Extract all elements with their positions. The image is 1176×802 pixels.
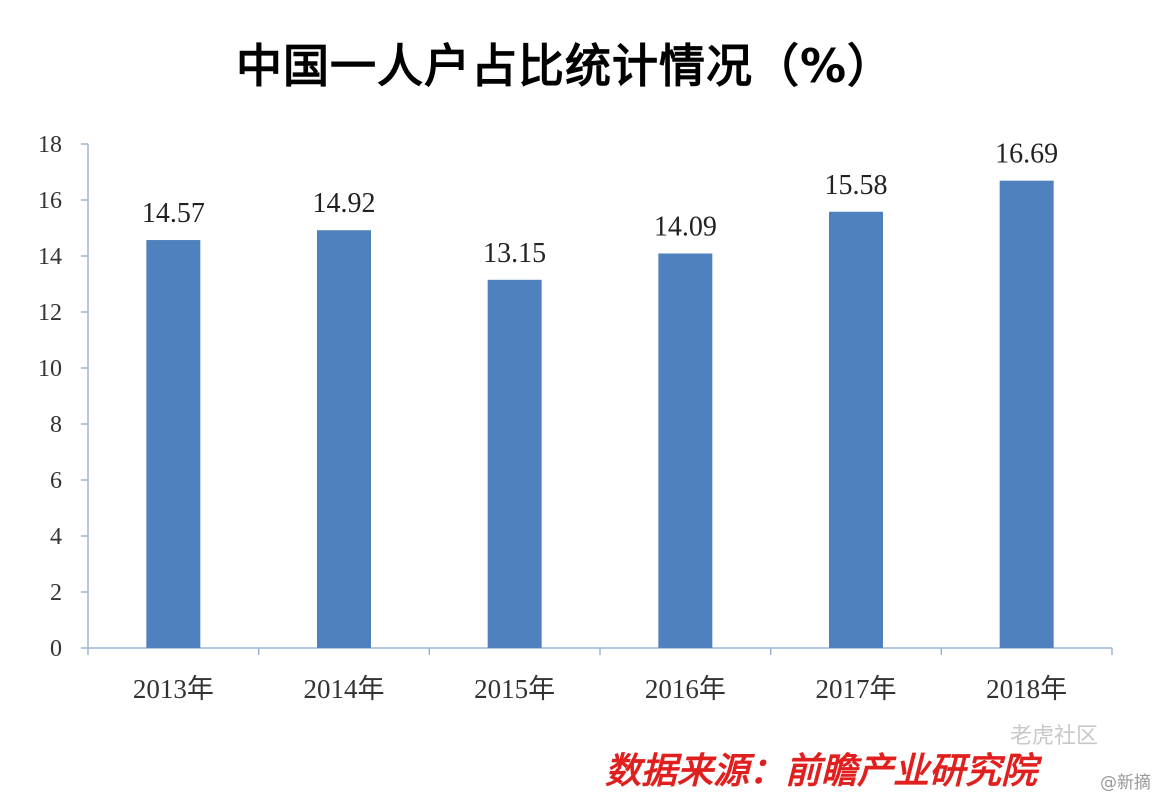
y-tick-label: 6	[50, 468, 62, 494]
x-tick-label: 2015年	[474, 674, 555, 704]
bar	[487, 279, 542, 648]
watermark-text: 老虎社区	[1010, 724, 1099, 749]
y-tick-label: 0	[50, 636, 62, 662]
x-tick-label: 2013年	[133, 674, 214, 704]
source-note: 数据来源：前瞻产业研究院	[605, 751, 1038, 792]
y-tick-label: 18	[38, 132, 62, 158]
data-label: 15.58	[825, 170, 888, 201]
x-tick-label: 2014年	[304, 674, 385, 704]
chart-title: 中国一人户占比统计情况（%）	[235, 39, 895, 93]
bar	[658, 253, 713, 649]
y-tick-label: 8	[50, 412, 62, 438]
bar	[829, 211, 883, 648]
data-label: 13.15	[483, 238, 546, 269]
bar	[999, 180, 1054, 648]
x-tick-label: 2016年	[645, 674, 726, 704]
x-tick-label: 2017年	[816, 674, 897, 704]
watermark-sub-text: @新摘	[1100, 773, 1151, 793]
data-labels: 14.57 14.92 13.15 14.09 15.58 16.69	[142, 139, 1058, 269]
y-tick-label: 14	[38, 244, 62, 270]
data-label: 16.69	[995, 139, 1058, 170]
y-axis: 0 2 4 6 8 10 12 14 16 18	[38, 132, 89, 662]
bar	[317, 230, 371, 649]
y-tick-label: 4	[50, 524, 62, 550]
y-tick-label: 10	[38, 356, 62, 382]
x-axis: 2013年 2014年 2015年 2016年 2017年 2018年	[87, 647, 1113, 704]
x-tick-label: 2018年	[986, 674, 1067, 704]
bars	[146, 180, 1054, 649]
y-tick-label: 16	[38, 188, 62, 214]
data-label: 14.92	[313, 188, 376, 219]
bar	[146, 240, 201, 649]
data-label: 14.09	[654, 211, 717, 242]
y-tick-label: 2	[50, 580, 62, 606]
data-label: 14.57	[142, 198, 205, 229]
y-tick-label: 12	[38, 300, 62, 326]
